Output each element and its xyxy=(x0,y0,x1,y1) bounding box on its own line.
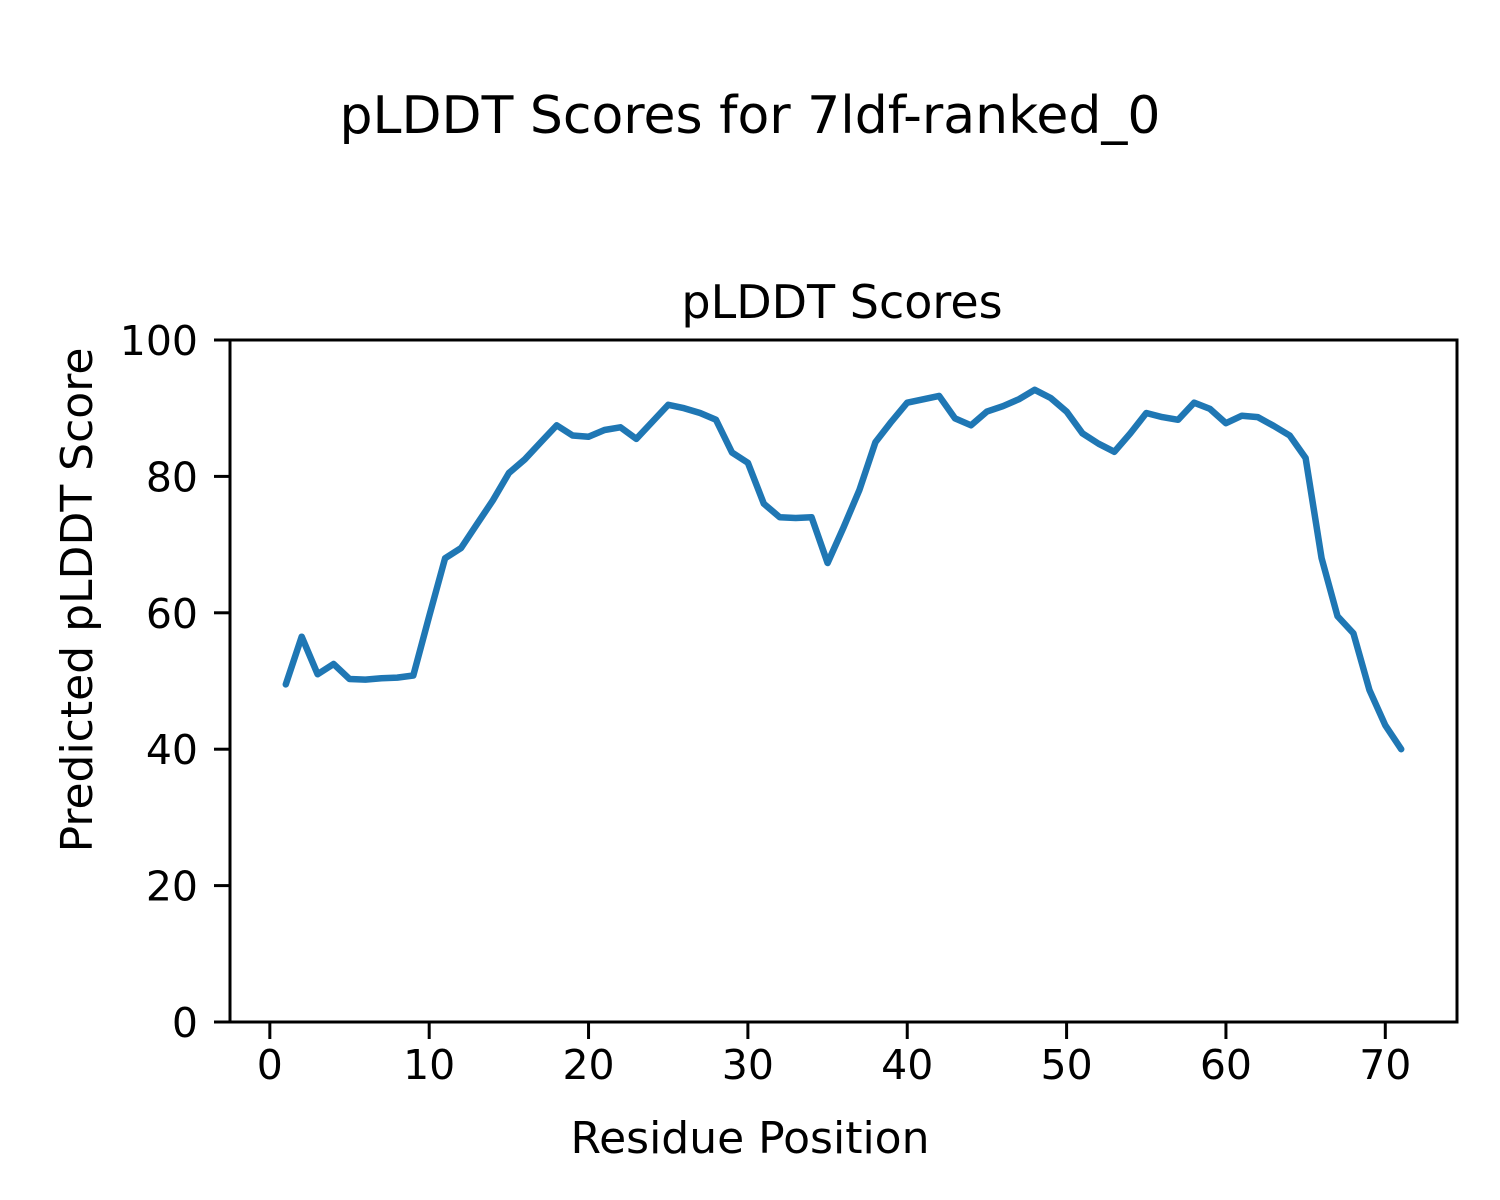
x-tick-label: 0 xyxy=(257,1041,283,1089)
x-tick-label: 60 xyxy=(1200,1041,1252,1089)
x-tick-label: 40 xyxy=(881,1041,933,1089)
axes-title: pLDDT Scores xyxy=(681,275,1002,329)
x-axis-ticks: 0 10 20 30 40 50 60 70 xyxy=(257,1022,1411,1089)
axes-frame xyxy=(228,338,1459,1024)
plddt-score-line xyxy=(282,386,1405,753)
y-tick-label: 60 xyxy=(146,590,198,638)
y-axis-label: Predicted pLDDT Score xyxy=(52,348,103,853)
figure-suptitle: pLDDT Scores for 7ldf-ranked_0 xyxy=(340,86,1161,146)
x-tick-label: 20 xyxy=(562,1041,614,1089)
y-tick-label: 0 xyxy=(172,999,198,1047)
y-tick-label: 40 xyxy=(146,726,198,774)
x-axis-label: Residue Position xyxy=(570,1113,929,1164)
x-tick-label: 10 xyxy=(403,1041,455,1089)
x-tick-label: 50 xyxy=(1041,1041,1093,1089)
x-tick-label: 30 xyxy=(722,1041,774,1089)
y-tick-label: 80 xyxy=(146,453,198,501)
y-tick-label: 20 xyxy=(146,863,198,911)
y-axis-ticks: 0 20 40 60 80 100 xyxy=(120,317,230,1047)
y-tick-label: 100 xyxy=(120,317,198,365)
x-tick-label: 70 xyxy=(1359,1041,1411,1089)
